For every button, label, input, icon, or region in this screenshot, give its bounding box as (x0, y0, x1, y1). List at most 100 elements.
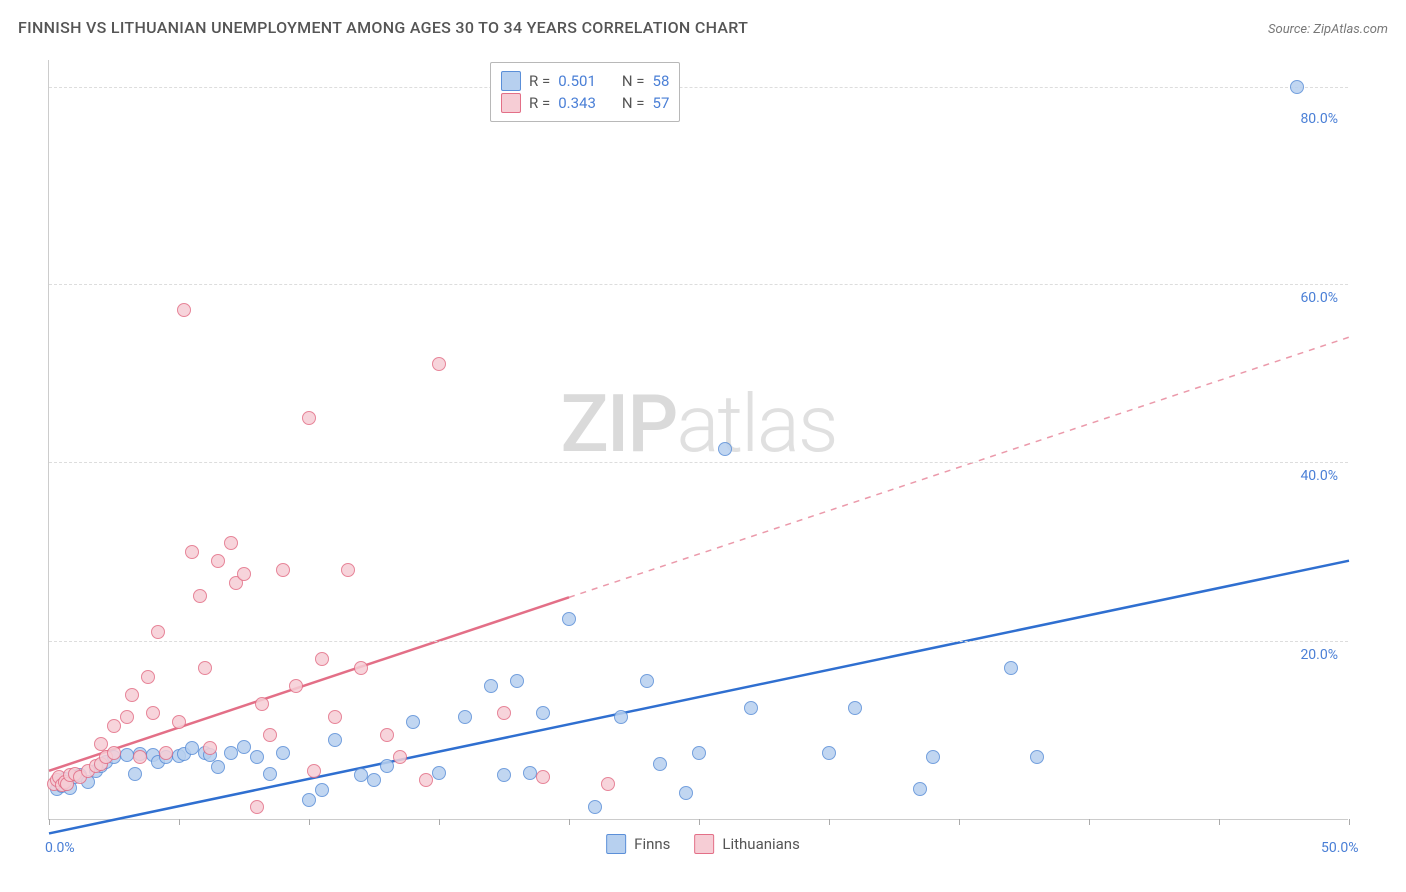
data-point-finns (1030, 750, 1044, 764)
gridline-h (49, 462, 1348, 463)
data-point-finns (237, 740, 251, 754)
data-point-lithuanians (328, 710, 342, 724)
x-tick (49, 819, 50, 825)
legend-swatch (606, 834, 626, 854)
data-point-lithuanians (255, 697, 269, 711)
data-point-finns (497, 768, 511, 782)
legend-r-value: 0.343 (558, 94, 596, 112)
y-tick-label: 20.0% (1300, 647, 1338, 663)
data-point-finns (328, 733, 342, 747)
data-point-lithuanians (263, 728, 277, 742)
data-point-finns (1004, 661, 1018, 675)
trend-line-dash-lithuanians (569, 337, 1349, 597)
x-tick (1089, 819, 1090, 825)
data-point-lithuanians (276, 563, 290, 577)
data-point-finns (744, 701, 758, 715)
data-point-finns (302, 793, 316, 807)
data-point-finns (120, 748, 134, 762)
data-point-lithuanians (198, 661, 212, 675)
data-point-lithuanians (107, 719, 121, 733)
data-point-lithuanians (289, 679, 303, 693)
x-tick (1219, 819, 1220, 825)
data-point-finns (315, 783, 329, 797)
bottom-legend-item: Lithuanians (694, 834, 799, 854)
data-point-finns (562, 612, 576, 626)
data-point-finns (588, 800, 602, 814)
data-point-lithuanians (120, 710, 134, 724)
gridline-h (49, 641, 1348, 642)
data-point-lithuanians (536, 770, 550, 784)
data-point-finns (380, 759, 394, 773)
legend-stats-box: R = 0.501N = 58R = 0.343N = 57 (490, 62, 680, 122)
data-point-lithuanians (307, 764, 321, 778)
data-point-lithuanians (250, 800, 264, 814)
data-point-finns (185, 741, 199, 755)
trend-lines-svg (49, 60, 1348, 819)
watermark-primary: ZIP (561, 377, 677, 471)
y-tick-label: 80.0% (1300, 111, 1338, 127)
legend-r-label: R = (529, 72, 550, 90)
legend-n-value: 58 (653, 72, 670, 90)
data-point-lithuanians (224, 536, 238, 550)
gridline-h (49, 284, 1348, 285)
data-point-finns (614, 710, 628, 724)
data-point-finns (128, 767, 142, 781)
data-point-lithuanians (432, 357, 446, 371)
bottom-legend-item: Finns (606, 834, 670, 854)
data-point-finns (692, 746, 706, 760)
data-point-lithuanians (107, 746, 121, 760)
data-point-finns (354, 768, 368, 782)
data-point-finns (432, 766, 446, 780)
data-point-finns (523, 766, 537, 780)
legend-n-label: N = (622, 72, 645, 90)
x-tick (569, 819, 570, 825)
data-point-lithuanians (393, 750, 407, 764)
legend-n-label: N = (622, 94, 645, 112)
legend-r-label: R = (529, 94, 550, 112)
data-point-lithuanians (193, 589, 207, 603)
x-tick-label: 0.0% (45, 840, 75, 856)
data-point-lithuanians (172, 715, 186, 729)
data-point-lithuanians (151, 625, 165, 639)
watermark-secondary: atlas (676, 377, 836, 471)
x-tick (959, 819, 960, 825)
data-point-lithuanians (354, 661, 368, 675)
data-point-finns (913, 782, 927, 796)
chart-title: FINNISH VS LITHUANIAN UNEMPLOYMENT AMONG… (18, 18, 748, 37)
x-tick (829, 819, 830, 825)
data-point-finns (224, 746, 238, 760)
source-label: Source: ZipAtlas.com (1268, 22, 1388, 37)
data-point-lithuanians (159, 746, 173, 760)
data-point-finns (848, 701, 862, 715)
x-tick (1349, 819, 1350, 825)
data-point-lithuanians (125, 688, 139, 702)
data-point-lithuanians (94, 737, 108, 751)
gridline-h (49, 87, 1348, 88)
data-point-lithuanians (211, 554, 225, 568)
data-point-finns (718, 442, 732, 456)
data-point-finns (458, 710, 472, 724)
data-point-finns (640, 674, 654, 688)
title-bar: FINNISH VS LITHUANIAN UNEMPLOYMENT AMONG… (18, 18, 1388, 37)
data-point-finns (263, 767, 277, 781)
legend-swatch (501, 71, 521, 91)
data-point-lithuanians (237, 567, 251, 581)
legend-swatch (501, 93, 521, 113)
data-point-finns (367, 773, 381, 787)
legend-swatch (694, 834, 714, 854)
legend-n-value: 57 (653, 94, 670, 112)
data-point-lithuanians (141, 670, 155, 684)
data-point-lithuanians (146, 706, 160, 720)
x-tick (699, 819, 700, 825)
data-point-finns (276, 746, 290, 760)
data-point-lithuanians (497, 706, 511, 720)
data-point-finns (536, 706, 550, 720)
data-point-finns (1290, 80, 1304, 94)
data-point-finns (211, 760, 225, 774)
x-tick (439, 819, 440, 825)
x-tick (309, 819, 310, 825)
data-point-finns (510, 674, 524, 688)
scatter-plot: ZIPatlas 20.0%40.0%60.0%80.0%0.0%50.0% (48, 60, 1348, 820)
data-point-finns (406, 715, 420, 729)
bottom-legend: Finns Lithuanians (606, 834, 800, 854)
